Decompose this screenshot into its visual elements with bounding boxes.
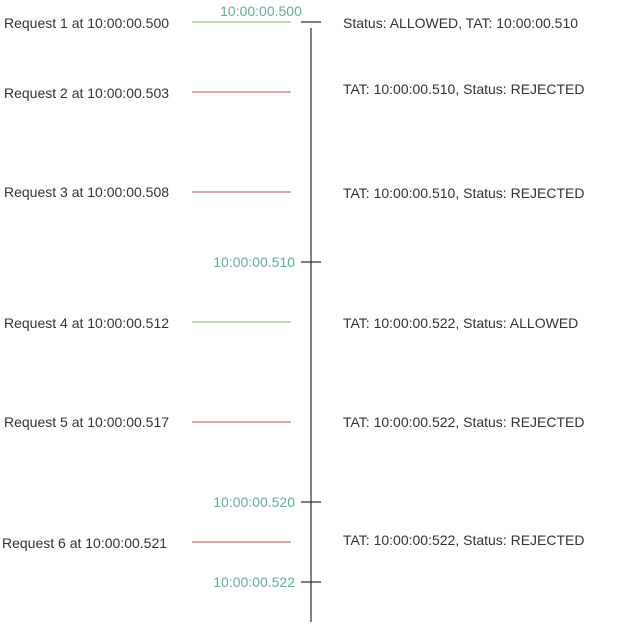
request-status: TAT: 10:00:00.522, Status: REJECTED <box>343 414 584 430</box>
time-mark-label: 10:00:00.522 <box>213 574 295 590</box>
time-mark-label: 10:00:00.510 <box>213 254 295 270</box>
request-label: Request 6 at 10:00:00.521 <box>2 535 167 551</box>
request-label: Request 2 at 10:00:00.503 <box>4 85 169 101</box>
request-status: TAT: 10:00:00.510, Status: REJECTED <box>343 185 584 201</box>
request-status: TAT: 10:00:00.510, Status: REJECTED <box>343 81 584 97</box>
request-status: TAT: 10:00:00.522, Status: ALLOWED <box>343 315 578 331</box>
request-label: Request 5 at 10:00:00.517 <box>4 414 169 430</box>
time-mark-label: 10:00:00.500 <box>220 3 302 19</box>
request-label: Request 3 at 10:00:00.508 <box>4 184 169 200</box>
time-mark-label: 10:00:00.520 <box>213 494 295 510</box>
request-label: Request 1 at 10:00:00.500 <box>4 15 169 31</box>
request-status: Status: ALLOWED, TAT: 10:00:00.510 <box>343 15 578 31</box>
request-status: TAT: 10:00:00:522, Status: REJECTED <box>343 532 584 548</box>
request-label: Request 4 at 10:00:00.512 <box>4 315 169 331</box>
